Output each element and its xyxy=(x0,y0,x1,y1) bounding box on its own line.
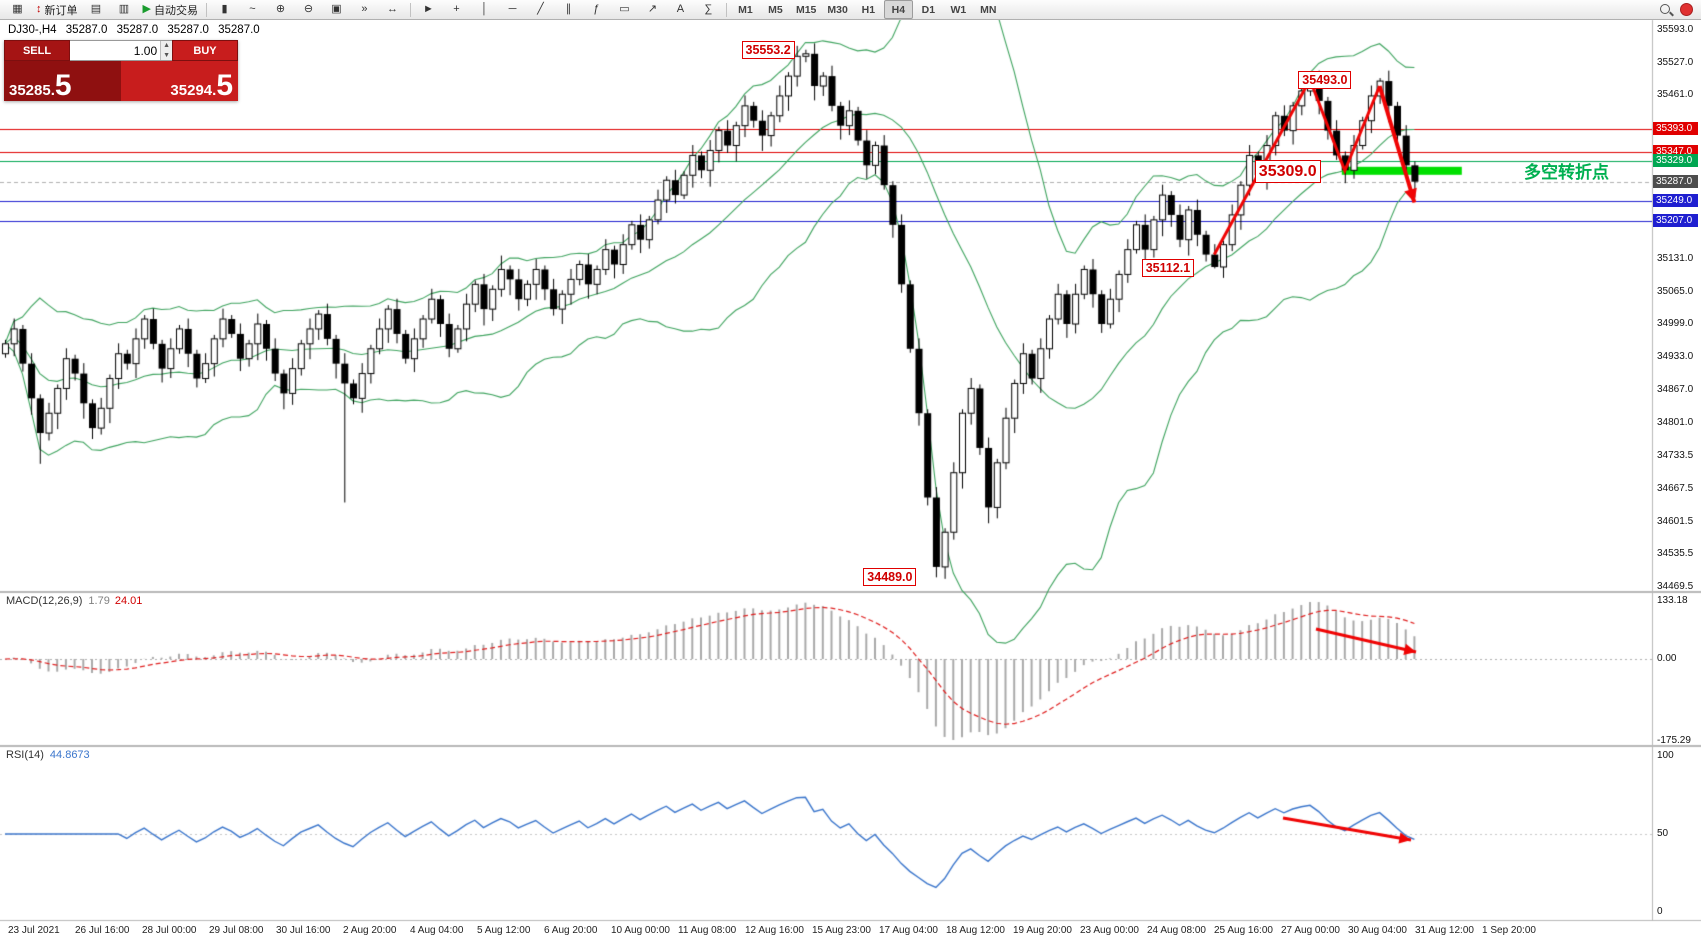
channel-icon: ∥ xyxy=(565,3,572,15)
bar-close-value: 35287.0 xyxy=(218,24,260,36)
search-lens xyxy=(1660,3,1670,14)
indicators-icon: ∑ xyxy=(704,3,713,15)
autotrade-icon: ▶ xyxy=(142,3,151,15)
buy-price-main: 35294. xyxy=(170,82,217,99)
toolbar-separator xyxy=(205,2,207,17)
tile-windows-icon[interactable]: ▣ xyxy=(323,0,350,19)
search-handle xyxy=(1669,11,1674,16)
new-order-icon: ↕ xyxy=(36,3,42,15)
fibonacci-icon: ƒ xyxy=(593,3,600,15)
chart-window-icon: ▤ xyxy=(90,3,102,15)
vertical-line-icon: │ xyxy=(481,3,488,15)
chart-shift-icon[interactable]: ↔ xyxy=(379,0,406,19)
timeframe-m30-button[interactable]: M30 xyxy=(827,3,848,16)
cursor-icon[interactable]: ► xyxy=(415,0,442,19)
macd-indicator-legend: MACD(12,26,9) 1.79 24.01 xyxy=(6,595,142,607)
zoom-in-icon[interactable]: ⊕ xyxy=(267,0,294,19)
new-order-button[interactable]: ↕ 新订单 xyxy=(32,0,82,19)
notification-badge-icon[interactable] xyxy=(1680,3,1693,16)
zoom-out-icon: ⊖ xyxy=(303,3,314,15)
horizontal-line-icon[interactable]: ─ xyxy=(499,0,526,19)
indicators-icon[interactable]: ∑ xyxy=(695,0,722,19)
one-click-trading-panel: SELL ▲ ▼ BUY 35285.5 35294.5 xyxy=(4,40,238,101)
autotrade-button[interactable]: ▶ 自动交易 xyxy=(139,0,202,19)
chart-symbol-legend: DJ30-,H4 35287.0 35287.0 35287.0 35287.0 xyxy=(8,24,266,36)
vertical-line-icon[interactable]: │ xyxy=(471,0,498,19)
shapes-icon: ▭ xyxy=(619,3,630,15)
candlestick-type-icon[interactable]: ▮ xyxy=(211,0,238,19)
lot-spinner: ▲ ▼ xyxy=(160,41,172,60)
rsi-indicator-legend: RSI(14) 44.8673 xyxy=(6,749,90,761)
new-chart-icon[interactable]: ▦ xyxy=(4,0,31,19)
rsi-value: 44.8673 xyxy=(49,749,90,761)
arrows-icon[interactable]: ↗ xyxy=(639,0,666,19)
toolbar-separator xyxy=(725,2,727,17)
fibonacci-icon[interactable]: ƒ xyxy=(583,0,610,19)
lot-down-icon[interactable]: ▼ xyxy=(161,50,172,60)
trendline-icon: ╱ xyxy=(537,3,544,15)
macd-main-value: 1.79 xyxy=(88,595,110,607)
zoom-in-icon: ⊕ xyxy=(275,3,286,15)
line-type-icon[interactable]: ~ xyxy=(239,0,266,19)
toolbar: ▦ ↕ 新订单 ▤ ▥ ▶ 自动交易 ▮ ~ ⊕ ⊖ ▣ » ↔ ► + │ ─ ╱ ∥ ƒ ▭ ↗ A ∑ M1 M5 M15 M30… xyxy=(0,0,1701,20)
text-icon: A xyxy=(676,3,685,15)
chart-shift-icon: ↔ xyxy=(386,3,398,15)
toolbar-button-label: 自动交易 xyxy=(153,4,198,17)
macd-label: MACD(12,26,9) xyxy=(6,595,83,607)
arrows-icon: ↗ xyxy=(647,3,658,15)
buy-price-big-digit: 5 xyxy=(216,69,233,102)
sell-price[interactable]: 35285. 5 xyxy=(4,61,121,101)
timeframe-m15-button[interactable]: M15 xyxy=(795,3,817,16)
timeframe-m1-button[interactable]: M1 xyxy=(738,3,753,16)
lot-input[interactable] xyxy=(70,41,161,60)
timeframe-w1-button[interactable]: W1 xyxy=(950,3,967,16)
symbol-name: DJ30-,H4 xyxy=(8,24,57,36)
profiles-icon[interactable]: ▥ xyxy=(111,0,138,19)
toolbar-right-group xyxy=(1659,3,1697,17)
timeframe-d1-button[interactable]: D1 xyxy=(921,3,936,16)
timeframe-h1-button[interactable]: H1 xyxy=(861,3,876,16)
channel-icon[interactable]: ∥ xyxy=(555,0,582,19)
rsi-label: RSI(14) xyxy=(6,749,44,761)
crosshair-icon: + xyxy=(453,3,460,15)
line-type-icon: ~ xyxy=(249,3,256,15)
bar-high-value: 35287.0 xyxy=(116,24,159,36)
new-chart-icon: ▦ xyxy=(12,3,23,15)
timeframe-m5-button[interactable]: M5 xyxy=(768,3,783,16)
candlestick-type-icon: ▮ xyxy=(221,3,228,15)
horizontal-line-icon: ─ xyxy=(508,3,517,15)
toolbar-buttons-group: ▦ ↕ 新订单 ▤ ▥ ▶ 自动交易 ▮ ~ ⊕ ⊖ ▣ » ↔ ► + │ ─ ╱ ∥ ƒ ▭ ↗ A ∑ M1 M5 M15 M30… xyxy=(4,0,1003,19)
tile-windows-icon: ▣ xyxy=(331,3,342,15)
buy-button[interactable]: BUY xyxy=(172,40,238,61)
chart-window-icon[interactable]: ▤ xyxy=(83,0,110,19)
toolbar-button-label: 新订单 xyxy=(44,4,78,17)
bar-open-value: 35287.0 xyxy=(65,24,108,36)
autoscroll-icon: » xyxy=(361,3,368,15)
zoom-out-icon[interactable]: ⊖ xyxy=(295,0,322,19)
sell-price-big-digit: 5 xyxy=(54,69,72,102)
timeframe-h4-button[interactable]: H4 xyxy=(883,0,913,19)
buy-price[interactable]: 35294. 5 xyxy=(121,61,238,101)
bar-low-value: 35287.0 xyxy=(167,24,209,36)
sell-button[interactable]: SELL xyxy=(4,40,70,61)
trendline-icon[interactable]: ╱ xyxy=(527,0,554,19)
text-icon[interactable]: A xyxy=(667,0,694,19)
lot-size-field: ▲ ▼ xyxy=(70,40,172,61)
macd-signal-value: 24.01 xyxy=(114,595,143,607)
shapes-icon[interactable]: ▭ xyxy=(611,0,638,19)
autoscroll-icon[interactable]: » xyxy=(351,0,378,19)
timeframe-mn-button[interactable]: MN xyxy=(980,3,997,16)
sell-price-main: 35285. xyxy=(9,82,55,99)
toolbar-separator xyxy=(409,2,411,17)
profiles-icon: ▥ xyxy=(118,3,130,15)
search-icon[interactable] xyxy=(1659,3,1674,17)
crosshair-icon[interactable]: + xyxy=(443,0,470,19)
cursor-icon: ► xyxy=(423,3,434,15)
lot-up-icon[interactable]: ▲ xyxy=(161,41,172,51)
